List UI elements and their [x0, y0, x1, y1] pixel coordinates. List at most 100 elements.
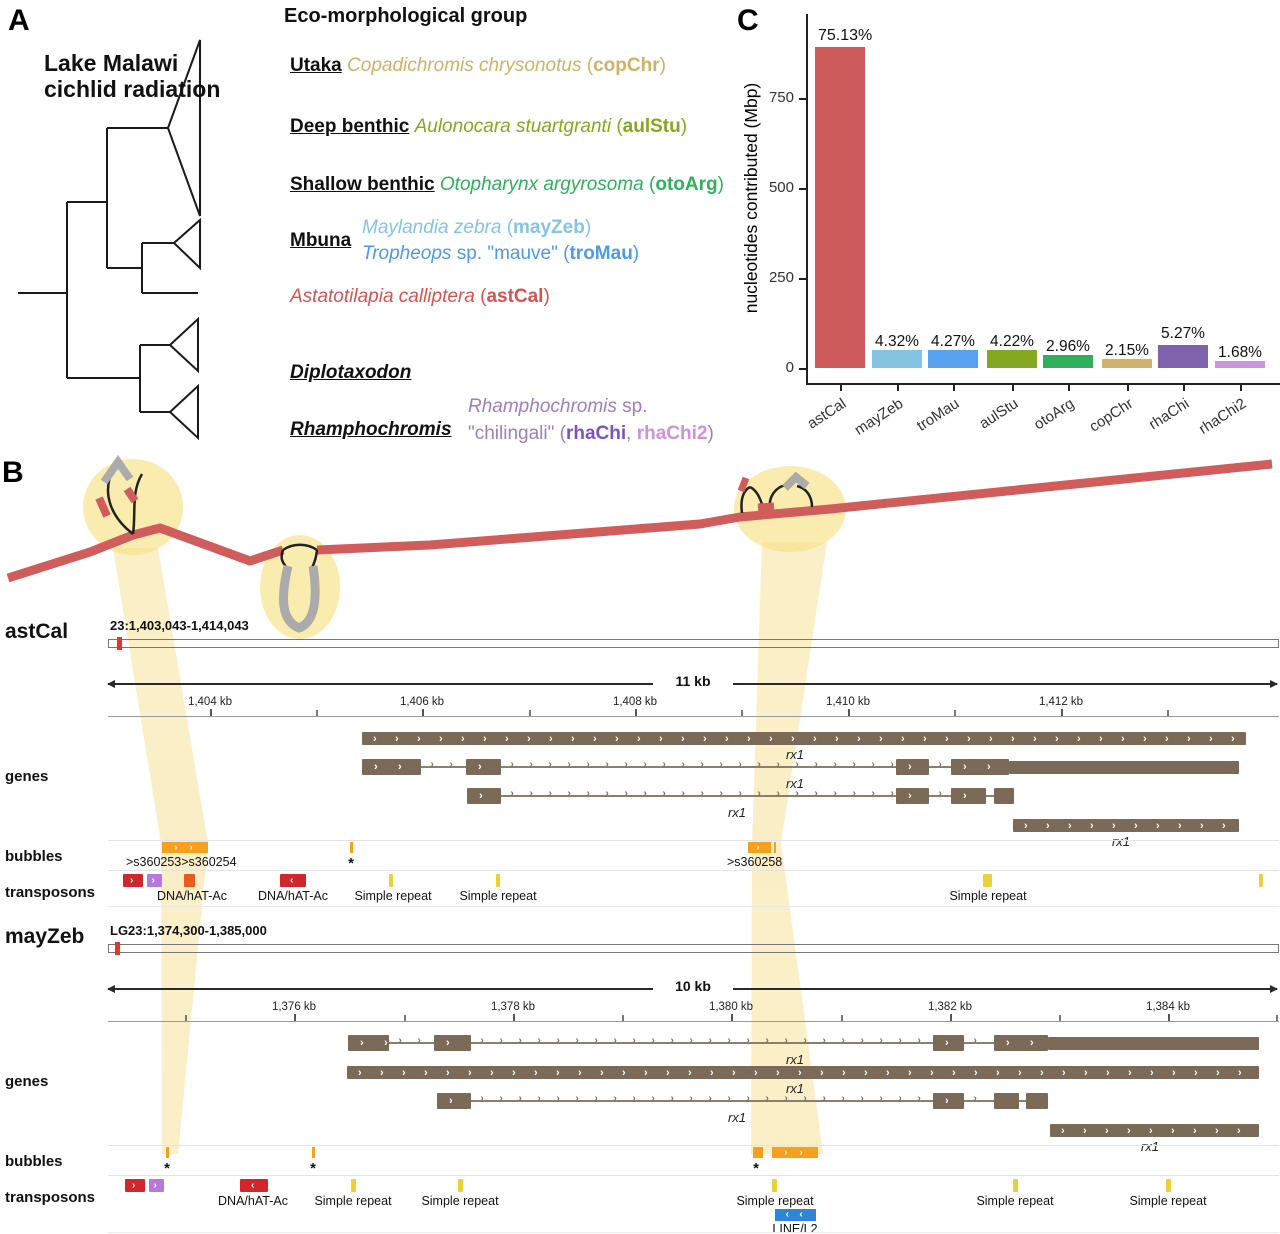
- bar-otoArg: [1043, 355, 1093, 368]
- gene-bar: › › › › › › › › ›: [1050, 1124, 1259, 1137]
- strand-arrow-icon: ›: [529, 788, 533, 799]
- strand-arrow-icon: ›: [989, 732, 993, 745]
- bar-value-label: 4.27%: [931, 332, 975, 350]
- strand-arrow-icon: ›: [1024, 819, 1028, 832]
- ruler-tick-label: 1,412 kb: [1038, 696, 1084, 708]
- gene-intron: [471, 1042, 933, 1044]
- gene-exon: › ›: [348, 1035, 389, 1051]
- y-axis-title: nucleotides contributed (Mbp): [741, 82, 761, 314]
- transposon-class-label: Simple repeat: [949, 889, 1027, 903]
- strand-arrow-icon: ›: [756, 842, 760, 852]
- track-separator: [108, 840, 1279, 841]
- strand-arrow-icon: ›: [512, 1066, 516, 1079]
- gene-exon: › ›: [951, 759, 1009, 775]
- scale-arrow-left-icon: [107, 984, 115, 993]
- transposons-track-label: transposons: [5, 1189, 96, 1206]
- tree-title-line1: Lake Malawi: [44, 50, 179, 76]
- label-segment: sp. "mauve" (: [451, 243, 570, 264]
- strand-arrow-icon: ›: [430, 759, 434, 770]
- gene-exon: ›: [933, 1093, 964, 1109]
- gene-name-label: rx1: [785, 1052, 805, 1067]
- strand-arrow-icon: ›: [776, 759, 780, 770]
- bar-astCal: [815, 46, 865, 368]
- label-segment: ): [584, 217, 592, 238]
- strand-arrow-icon: ›: [1178, 819, 1182, 832]
- strand-arrow-icon: ›: [1018, 1066, 1022, 1079]
- reference-path: [6, 459, 1273, 583]
- strand-arrow-icon: ›: [480, 1093, 484, 1104]
- label-segment: ): [632, 243, 640, 264]
- gene-intron-arrows: [986, 789, 994, 803]
- label-segment: ,: [626, 423, 637, 444]
- strand-arrow-icon: ›: [670, 1035, 674, 1046]
- scale-label: 10 kb: [653, 978, 733, 994]
- label-segment: Otopharynx argyrosoma: [439, 174, 644, 195]
- bar-value-label: 75.13%: [818, 26, 873, 44]
- strand-arrow-icon: ›: [820, 1066, 824, 1079]
- strand-arrow-icon: ›: [700, 759, 704, 770]
- bar-mayZeb: [872, 349, 922, 368]
- strand-arrow-icon: ›: [901, 732, 905, 745]
- gene-bar: › › › › › › › › › ›: [1013, 819, 1239, 832]
- label-segment: ): [543, 286, 550, 307]
- strand-arrow-icon: ›: [727, 1035, 731, 1046]
- strand-arrow-icon: ›: [666, 1066, 670, 1079]
- strand-arrow-icon: ›: [945, 1036, 949, 1049]
- y-tick-mark: [799, 188, 806, 190]
- transposon-feature: [351, 1179, 356, 1192]
- strand-arrow-icon: ›: [803, 1093, 807, 1104]
- gene-intron-arrows: ›: [964, 1036, 994, 1050]
- strand-arrow-icon: ›: [890, 788, 894, 799]
- label-segment: (: [581, 55, 594, 76]
- strand-arrow-icon: ›: [446, 1036, 450, 1049]
- strand-arrow-icon: ›: [776, 788, 780, 799]
- label-segment: Rhamphochromis: [468, 396, 617, 417]
- ruler-major-tick: [848, 709, 850, 716]
- transposon-feature: [772, 1179, 777, 1192]
- strand-arrow-icon: ›: [174, 842, 178, 852]
- strand-arrow-icon: ›: [890, 759, 894, 770]
- gene-exon: [994, 788, 1014, 804]
- bar-rhaChi: [1158, 345, 1208, 368]
- strand-arrow-icon: ›: [710, 1066, 714, 1079]
- strand-arrow-icon: ›: [852, 759, 856, 770]
- strand-arrow-icon: ›: [518, 1093, 522, 1104]
- strand-arrow-icon: ›: [1068, 819, 1072, 832]
- species-row: "chilingali" (rhaChi, rhaChi2): [468, 423, 714, 445]
- strand-arrow-icon: ›: [814, 788, 818, 799]
- strand-arrow-icon: ›: [1112, 819, 1116, 832]
- bubbles-track-label: bubbles: [5, 1153, 63, 1170]
- strand-arrow-icon: ›: [974, 1066, 978, 1079]
- strand-arrow-icon: ›: [1216, 1066, 1220, 1079]
- gene-bar: [1009, 761, 1239, 774]
- strand-arrow-icon: ›: [567, 759, 571, 770]
- scale-label: 11 kb: [653, 673, 733, 689]
- transposon-feature: ‹: [240, 1179, 268, 1192]
- scale-arrow-right-icon: [1270, 984, 1278, 993]
- strand-arrow-icon: ›: [1121, 732, 1125, 745]
- bubble-asterisk-label: *: [164, 1160, 170, 1177]
- strand-arrow-icon: ›: [499, 1035, 503, 1046]
- ruler-minor-tick: [1167, 710, 1169, 716]
- strand-arrow-icon: ›: [987, 760, 991, 773]
- track-name: mayZeb: [5, 925, 85, 948]
- strand-arrow-icon: ›: [130, 874, 134, 886]
- transposon-class-label: Simple repeat: [459, 889, 537, 903]
- label-segment: Maylandia zebra: [362, 217, 502, 238]
- strand-arrow-icon: ›: [395, 732, 399, 745]
- strand-arrow-icon: ›: [398, 760, 402, 773]
- strand-arrow-icon: ›: [708, 1093, 712, 1104]
- strand-arrow-icon: ›: [864, 1066, 868, 1079]
- label-segment: Shallow benthic: [290, 174, 435, 195]
- strand-arrow-icon: ›: [857, 732, 861, 745]
- strand-arrow-icon: ›: [461, 732, 465, 745]
- track-separator: [108, 1145, 1279, 1146]
- gene-name-label: rx1: [785, 1081, 805, 1096]
- strand-arrow-icon: ›: [1030, 1036, 1034, 1049]
- transposon-class-label: DNA/hAT-Ac: [157, 889, 227, 903]
- strand-arrow-icon: ›: [1011, 732, 1015, 745]
- x-tick-mark: [1012, 383, 1014, 391]
- bubble-feature: ›: [748, 842, 771, 853]
- strand-arrow-icon: ›: [738, 759, 742, 770]
- ideogram: [108, 944, 1279, 953]
